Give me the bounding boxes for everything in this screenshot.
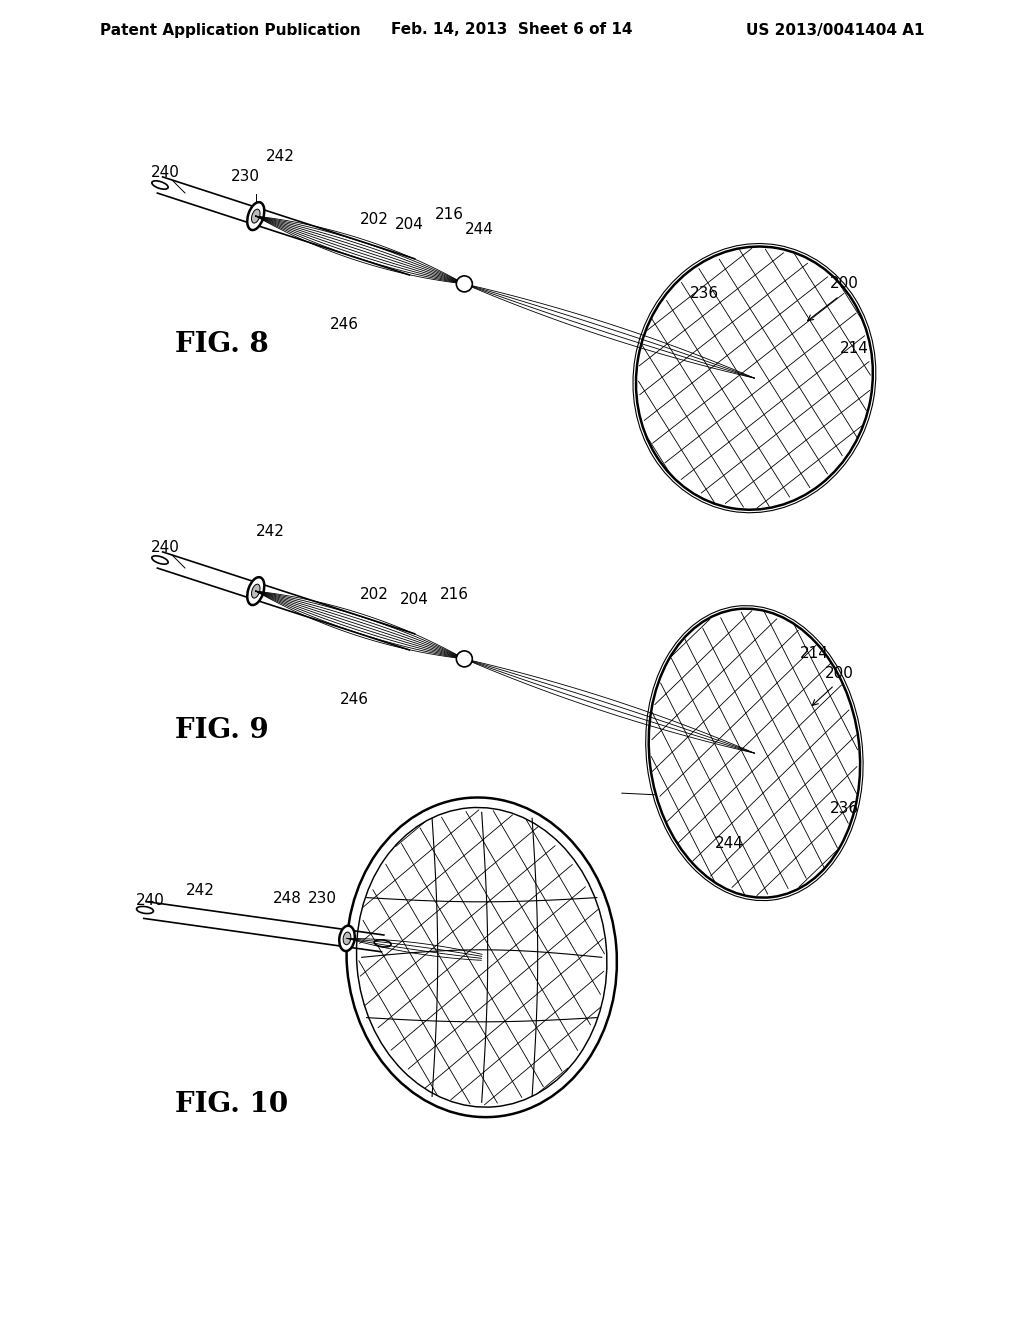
Text: 214: 214 <box>840 341 868 356</box>
Text: 240: 240 <box>135 894 165 908</box>
Ellipse shape <box>457 651 472 667</box>
Text: 216: 216 <box>435 207 464 222</box>
Ellipse shape <box>247 577 264 605</box>
Text: 230: 230 <box>307 891 337 907</box>
Text: 240: 240 <box>151 540 179 554</box>
Text: 246: 246 <box>330 317 358 331</box>
Text: 240: 240 <box>151 165 179 180</box>
Text: 200: 200 <box>825 667 854 681</box>
Ellipse shape <box>247 202 264 230</box>
Text: 204: 204 <box>400 591 429 607</box>
Text: 216: 216 <box>440 587 469 602</box>
Ellipse shape <box>649 609 860 898</box>
Ellipse shape <box>346 797 616 1117</box>
Text: 248: 248 <box>272 891 301 907</box>
Text: 236: 236 <box>412 1040 441 1055</box>
Text: 214: 214 <box>800 645 828 661</box>
Text: FIG. 8: FIG. 8 <box>175 331 268 359</box>
Text: 246: 246 <box>340 692 369 708</box>
Ellipse shape <box>343 932 351 945</box>
Ellipse shape <box>252 209 260 223</box>
Text: 200: 200 <box>567 900 596 915</box>
Ellipse shape <box>252 585 260 598</box>
Ellipse shape <box>636 247 872 510</box>
Text: 242: 242 <box>256 524 286 539</box>
Text: 230: 230 <box>231 169 260 183</box>
Ellipse shape <box>152 556 168 564</box>
Text: 246: 246 <box>408 975 436 990</box>
Text: FIG. 9: FIG. 9 <box>175 717 268 743</box>
Text: 242: 242 <box>266 149 295 164</box>
Text: 200: 200 <box>830 276 859 292</box>
Text: 238: 238 <box>402 1006 431 1020</box>
Ellipse shape <box>356 808 607 1107</box>
Text: 202: 202 <box>359 587 389 602</box>
Ellipse shape <box>339 925 354 952</box>
Text: Patent Application Publication: Patent Application Publication <box>100 22 360 37</box>
Ellipse shape <box>374 940 391 946</box>
Text: 204: 204 <box>395 216 424 232</box>
Text: US 2013/0041404 A1: US 2013/0041404 A1 <box>745 22 924 37</box>
Text: 202: 202 <box>359 213 389 227</box>
Ellipse shape <box>136 907 154 913</box>
Text: 244: 244 <box>465 222 494 236</box>
Text: Feb. 14, 2013  Sheet 6 of 14: Feb. 14, 2013 Sheet 6 of 14 <box>391 22 633 37</box>
Text: 236: 236 <box>829 801 859 816</box>
Ellipse shape <box>152 181 168 189</box>
Text: 216: 216 <box>522 845 551 861</box>
Text: 214: 214 <box>547 870 577 886</box>
Text: 236: 236 <box>690 286 719 301</box>
Text: FIG. 10: FIG. 10 <box>175 1092 288 1118</box>
Text: 244: 244 <box>715 836 743 851</box>
Ellipse shape <box>457 276 472 292</box>
Text: 242: 242 <box>185 883 214 898</box>
